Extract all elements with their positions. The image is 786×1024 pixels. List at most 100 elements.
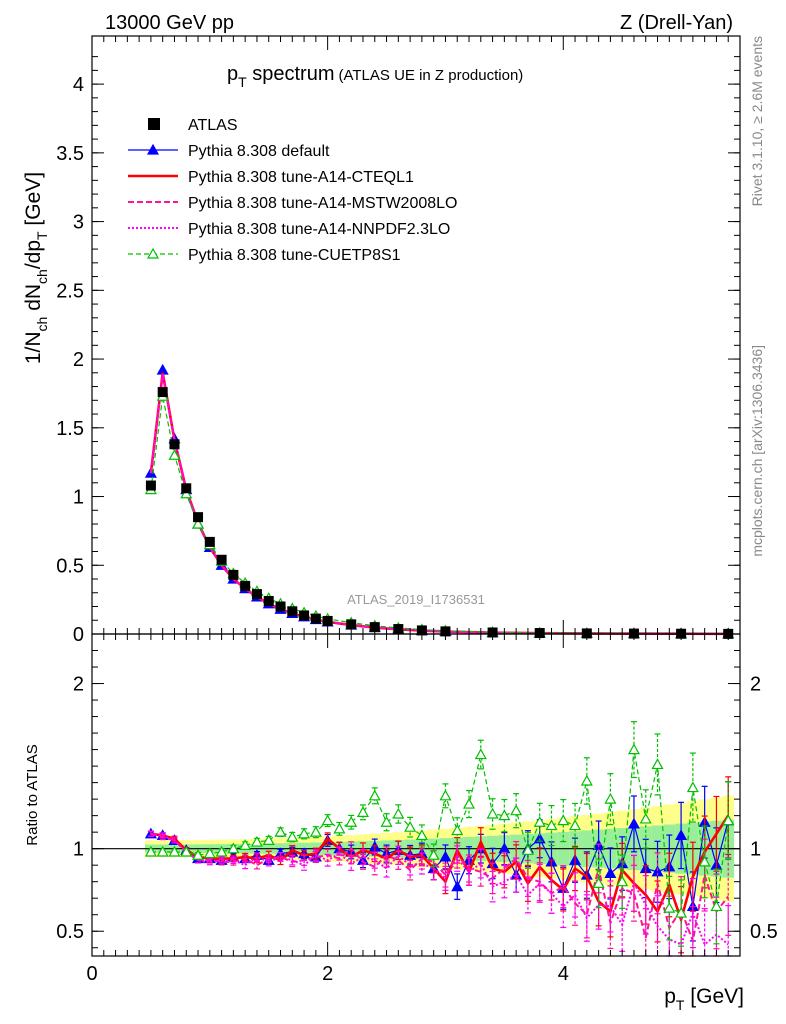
ratio-cuetp8s1-point xyxy=(274,825,287,837)
ratio-cuetp8s1-point xyxy=(498,809,511,821)
rivet-label: Rivet 3.1.10, ≥ 2.6M events xyxy=(749,36,765,206)
data-point xyxy=(169,439,180,450)
main-y-tick-label: 1.5 xyxy=(56,418,84,440)
ratio-cuetp8s1-point xyxy=(439,789,452,801)
data-point xyxy=(181,483,192,494)
ratio-cuetp8s1-point xyxy=(533,816,546,827)
ratio-cuetp8s1-point xyxy=(192,849,205,860)
ratio-cuetp8s1-point xyxy=(404,820,417,832)
legend-marker-square xyxy=(148,118,160,130)
ratio-cuetp8s1-point xyxy=(580,774,593,786)
ratio-cuetp8s1-point xyxy=(298,827,311,839)
ratio-cuetp8s1-point xyxy=(262,834,275,846)
ratio-cuetp8s1-point xyxy=(686,781,699,793)
ratio-cuetp8s1-point xyxy=(309,825,322,837)
ratio-cuetp8s1-point xyxy=(227,842,240,854)
data-point xyxy=(157,387,168,398)
main-y-tick-label: 2 xyxy=(73,349,84,371)
ratio-cuetp8s1-point xyxy=(722,814,735,826)
data-point xyxy=(228,569,239,580)
data-point xyxy=(145,480,156,491)
ratio-cuetp8s1-point xyxy=(215,845,228,857)
ratio-default-point xyxy=(627,817,640,829)
data-point xyxy=(204,536,215,547)
ratio-cuetp8s1-point xyxy=(286,830,299,842)
header-right: Z (Drell-Yan) xyxy=(620,12,733,34)
ratio-cuetp8s1-point xyxy=(180,845,193,857)
ratio-default-point xyxy=(451,880,464,892)
ratio-cuetp8s1-point xyxy=(156,845,169,857)
data-point xyxy=(299,610,310,621)
ratio-plot-frame xyxy=(91,633,741,957)
ratio-cuetp8s1-point xyxy=(486,807,499,819)
ratio-y-tick-label-right: 1 xyxy=(750,839,761,861)
ratio-cuetp8s1-point xyxy=(604,792,617,804)
ratio-cuetp8s1-point xyxy=(557,814,570,826)
ratio-cuetp8s1-point xyxy=(239,839,252,850)
ratio-cuetp8s1-point xyxy=(592,877,605,888)
ratio-cuetp8s1-point xyxy=(345,816,358,827)
ratio-cuetp8s1-point xyxy=(451,824,464,836)
ratio-cuetp8s1-point xyxy=(651,758,664,770)
ratio-y-tick-label-left: 2 xyxy=(73,674,84,696)
main-y-tick-label: 0 xyxy=(73,624,84,646)
ratio-y-tick-label-right: 2 xyxy=(750,674,761,696)
legend-label: Pythia 8.308 tune-A14-CTEQL1 xyxy=(188,169,414,186)
x-tick-label: 4 xyxy=(558,963,569,985)
ratio-cuetp8s1-point xyxy=(462,797,476,809)
main-y-tick-label: 0.5 xyxy=(56,555,84,577)
main-y-tick-label: 3 xyxy=(73,212,84,234)
data-point xyxy=(310,613,321,624)
ratio-cuetp8s1-point xyxy=(356,806,370,817)
legend-label: Pythia 8.308 tune-A14-NNPDF2.3LO xyxy=(188,221,450,238)
ratio-default-point xyxy=(533,832,546,844)
ratio-cuetp8s1-point xyxy=(521,844,534,855)
ratio-cuetp8s1-point xyxy=(710,900,723,912)
legend-label: Pythia 8.308 tune-A14-MSTW2008LO xyxy=(188,195,457,212)
ratio-series-line xyxy=(150,832,729,947)
legend-marker-open-triangle xyxy=(146,247,160,259)
data-point xyxy=(369,622,380,633)
data-point xyxy=(240,580,251,591)
ratio-cuetp8s1-point xyxy=(698,855,711,867)
main-cuetp8s1-point xyxy=(168,449,181,460)
ratio-cuetp8s1-point xyxy=(616,875,629,887)
ratio-cuetp8s1-point xyxy=(144,845,157,857)
main-y-tick-label: 2.5 xyxy=(56,280,84,302)
data-point xyxy=(287,606,298,617)
legend-label: Pythia 8.308 tune-CUETP8S1 xyxy=(188,247,401,264)
ratio-default-point xyxy=(604,867,617,879)
ratio-y-tick-label-left: 1 xyxy=(73,839,84,861)
x-tick-label: 0 xyxy=(86,963,97,985)
mcplots-label: mcplots.cern.ch [arXiv:1306.3436] xyxy=(749,345,765,557)
ratio-cuetp8s1-point xyxy=(250,835,263,847)
ratio-cuetp8s1-point xyxy=(675,906,688,918)
ratio-series-line xyxy=(150,814,730,925)
data-point xyxy=(193,512,204,523)
main-y-tick-label: 4 xyxy=(73,74,84,96)
ratio-cuetp8s1-point xyxy=(474,748,487,760)
data-point xyxy=(346,619,357,630)
ratio-cuetp8s1-point xyxy=(415,829,428,841)
ratio-cuetp8s1-point xyxy=(203,847,216,859)
data-point xyxy=(251,589,262,600)
ratio-cuetp8s1-point xyxy=(510,804,523,816)
ratio-cuetp8s1-point xyxy=(333,822,346,834)
data-point xyxy=(275,601,286,612)
ratio-cuetp8s1-point xyxy=(545,819,558,831)
ratio-cuetp8s1-point xyxy=(368,789,381,801)
data-point xyxy=(216,554,227,565)
x-axis-label: pT [GeV] xyxy=(664,985,744,1013)
ratio-default-point xyxy=(675,829,688,841)
ratio-default-point xyxy=(439,850,452,862)
chart-title: pT spectrum (ATLAS UE in Z production) xyxy=(227,63,523,90)
legend-label: ATLAS xyxy=(188,117,238,134)
ratio-cuetp8s1-point xyxy=(627,743,640,755)
ratio-axis-label: Ratio to ATLAS xyxy=(24,744,41,845)
ratio-cuetp8s1-point xyxy=(569,819,582,831)
y-axis-label: 1/Nch dNch/dpT [GeV] xyxy=(22,172,50,364)
ratio-y-tick-label-left: 0.5 xyxy=(56,921,84,943)
ratio-cuetp8s1-point xyxy=(639,812,652,824)
ratio-cuetp8s1-point xyxy=(380,816,393,827)
